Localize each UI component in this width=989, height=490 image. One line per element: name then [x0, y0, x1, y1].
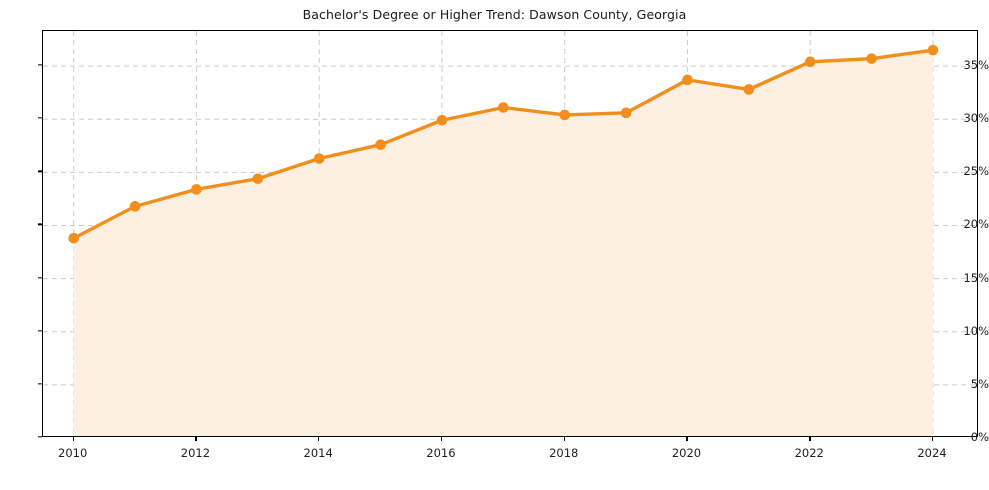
data-point[interactable] — [129, 201, 141, 212]
data-point[interactable] — [68, 232, 79, 244]
y-axis-tick-label: 20% — [963, 217, 989, 232]
x-axis-tick-label: 2022 — [794, 446, 824, 460]
x-axis-tick-mark — [931, 437, 934, 441]
data-point[interactable] — [436, 114, 448, 126]
data-point[interactable] — [191, 184, 202, 195]
plot-area — [42, 30, 978, 437]
y-axis-tick-label: 5% — [970, 376, 989, 391]
y-axis-tick-mark — [38, 64, 42, 66]
data-point[interactable] — [620, 107, 632, 119]
line-chart-canvas — [43, 31, 977, 436]
data-point[interactable] — [313, 153, 325, 164]
y-axis-tick-label: 0% — [970, 430, 989, 444]
plot-inner — [43, 31, 977, 436]
data-point[interactable] — [375, 139, 386, 150]
y-axis-tick-label: 35% — [963, 58, 989, 73]
x-axis-tick-label: 2016 — [426, 446, 456, 460]
x-axis-tick-mark — [72, 437, 74, 441]
y-axis-tick-label: 30% — [963, 111, 989, 126]
data-point[interactable] — [559, 109, 570, 121]
x-axis-tick-mark — [563, 437, 565, 441]
y-axis-tick-mark — [38, 170, 42, 172]
data-point[interactable] — [498, 102, 509, 113]
data-point[interactable] — [252, 173, 264, 185]
y-axis-tick-label: 25% — [963, 164, 989, 179]
data-point[interactable] — [866, 53, 877, 64]
data-point[interactable] — [743, 84, 755, 95]
y-axis-tick-mark — [38, 223, 42, 226]
x-axis-tick-label: 2014 — [303, 446, 333, 460]
x-axis-tick-label: 2012 — [180, 446, 211, 460]
chart-title: Bachelor's Degree or Higher Trend: Dawso… — [302, 7, 687, 22]
data-point[interactable] — [927, 44, 939, 56]
y-axis-tick-label: 15% — [963, 270, 989, 285]
x-axis-tick-mark — [195, 437, 197, 441]
x-axis-tick-mark — [318, 437, 320, 441]
y-axis-tick-mark — [38, 117, 42, 119]
x-axis-tick-label: 2010 — [58, 446, 88, 460]
y-axis-tick-mark — [38, 436, 42, 438]
area-fill — [73, 50, 933, 436]
y-axis-tick-mark — [38, 330, 42, 332]
x-axis-tick-mark — [440, 437, 443, 441]
y-axis-tick-mark — [38, 383, 42, 385]
y-axis-tick-mark — [38, 276, 42, 279]
data-point[interactable] — [682, 74, 693, 86]
x-axis-tick-label: 2018 — [549, 446, 579, 460]
data-markers — [68, 44, 939, 244]
data-point[interactable] — [804, 56, 816, 68]
x-axis-tick-label: 2024 — [917, 446, 947, 460]
x-axis-tick-mark — [809, 437, 811, 441]
y-axis-tick-label: 10% — [963, 323, 989, 338]
x-axis-tick-label: 2020 — [671, 446, 702, 460]
x-axis-tick-mark — [686, 437, 688, 441]
